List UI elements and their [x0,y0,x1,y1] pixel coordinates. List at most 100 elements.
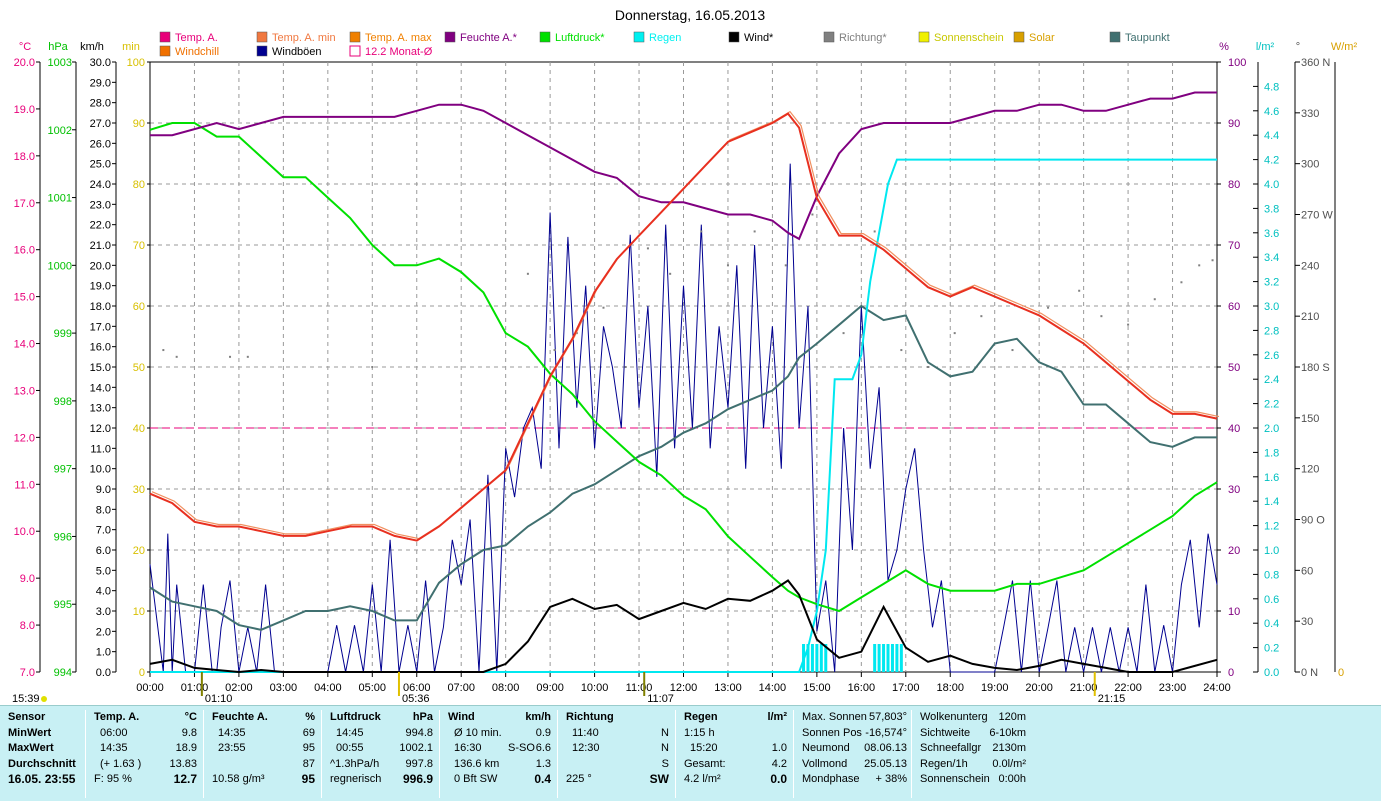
pressure-axis-label: 996 [54,531,72,543]
wind-axis-label: 21.0 [90,240,111,252]
rain-total-value: 4.2 [771,757,787,770]
direction-axis-label: 30 [1301,616,1313,628]
wind-axis-label: 8.0 [96,504,111,516]
temp-axis-label: 14.0 [14,339,35,351]
temp-max-value: 18.9 [175,742,197,754]
rain-intensity-bar [802,644,806,672]
series-point-direction [700,230,703,233]
x-tick-label: 10:00 [581,682,609,694]
axis-header-deg: ° [1296,41,1300,53]
humidity-current-value: 95 [301,772,315,786]
rain-max-value: 1.0 [771,742,787,754]
wind-axis-label: 18.0 [90,301,111,313]
series-point-direction [624,366,627,368]
weather-chart: Donnerstag, 16.05.2013 Temp. A. Temp. A. … [12,7,1358,705]
rain-axis-label: 3.0 [1264,301,1279,313]
rain-axis-label: 2.8 [1264,325,1279,337]
pressure-trend: ^1.3hPa/h [330,757,380,770]
temp-header: Temp. A. [94,711,140,723]
direction-min-value: N [661,726,669,739]
astro-label-0: Max. Sonnen [802,711,867,723]
humidity-unit: % [305,711,315,723]
pressure-max-time: 00:55 [336,742,364,754]
direction-max-time: 12:30 [572,742,600,754]
axis-headers: °C hPa km/h min% l/m² ° W/m² [19,41,1358,53]
cloud-label-1: Sichtweite [920,726,971,739]
wind-axis-label: 30.0 [90,57,111,69]
axis-header-temp: °C [19,41,31,53]
series-point-direction [669,272,672,275]
humidity-header: Feuchte A. [212,711,268,723]
cloud-value-4: 0:00h [998,773,1026,785]
legend-swatch [633,31,645,43]
cloud-label-0: Wolkenunterg [920,711,988,723]
sunset-label: 21:15 [1098,693,1126,705]
humidity-min-time: 14:35 [218,726,246,739]
wind-axis-label: 19.0 [90,281,111,293]
wind-axis-label: 15.0 [90,362,111,374]
rain-axis-label: 4.4 [1264,130,1279,142]
pressure-current-value: 996.9 [402,772,433,786]
x-tick-label: 21:00 [1070,682,1098,694]
series-line-taupunkt [149,304,1217,631]
humidity-axis-label: 90 [1228,118,1240,130]
x-tick-label: 15:00 [803,682,831,694]
humidity-max-value: 95 [302,742,315,754]
legend-swatch [918,31,930,43]
legend-label: Windchill [175,46,219,58]
series-point-direction [842,332,845,335]
pressure-axis-label: 1001 [48,193,72,205]
rain-intensity-bar [877,644,881,672]
astro-value-1: -16,574° [865,726,907,739]
legend-label: Temp. A. max [365,32,432,44]
sun-axis-label: 70 [133,240,145,252]
sun-axis-label: 100 [127,57,145,69]
chart-axes: 00:00 01:00 02:00 03:00 04:00 05:00 06:00 07:00… [14,57,1345,694]
rain-current-value: 0.0 [770,772,787,786]
direction-header: Richtung [566,711,614,723]
direction-axis-label: 240 [1301,260,1319,272]
pressure-axis-label: 998 [54,396,72,408]
astro-value-3: 25.05.13 [864,757,907,770]
wind-axis-label: 28.0 [90,98,111,110]
direction-axis-label: 150 [1301,413,1319,425]
humidity-absolute: 10.58 g/m³ [212,773,265,785]
series-point-direction [784,264,787,267]
x-tick-label: 18:00 [936,682,964,694]
wind-axis-label: 9.0 [96,484,111,496]
axis-header-pct: % [1219,41,1229,53]
chart-series [149,91,1220,674]
series-line-wind [149,579,1218,674]
temp-axis-label: 11.0 [14,479,35,491]
statistics-panel: Sensor MinWert MaxWert Durchschnitt 16.0… [0,705,1381,801]
rain-unit: l/m² [767,711,787,723]
sun-axis-label: 0 [139,667,145,679]
series-point-direction [900,349,903,352]
wind-axis-label: 27.0 [90,118,111,130]
rain-intensity-bar [824,644,828,672]
rain-max-time: 15:20 [690,742,718,754]
pressure-axis-label: 1000 [48,260,72,272]
legend-label: Temp. A. [175,32,218,44]
rain-axis-label: 1.8 [1264,447,1279,459]
humidity-axis-label: 0 [1228,667,1234,679]
x-tick-label: 09:00 [536,682,564,694]
wind-min-value: 0.9 [535,726,551,739]
wind-axis-label: 0.0 [96,667,111,679]
x-tick-label: 03:00 [270,682,298,694]
x-tick-label: 00:00 [136,682,164,694]
rain-intensity-bar [882,644,886,672]
legend-swatch [349,45,361,57]
temp-current-value: 12.7 [173,772,197,786]
rain-axis-label: 2.4 [1264,374,1279,386]
legend-label: 12.2 Monat-Ø [365,46,433,58]
rain-section: Regen l/m² 1:15 h 15:20 1.0 Gesamt: 4.2 4.2… [680,710,794,798]
chart-title: Donnerstag, 16.05.2013 [615,7,765,23]
humidity-axis-label: 80 [1228,179,1240,191]
wind-axis-label: 1.0 [96,647,111,659]
sensor-section: Sensor MinWert MaxWert Durchschnitt 16.0… [6,710,86,798]
legend-swatch [256,31,268,43]
wind-header: Wind [448,711,475,723]
x-tick-label: 05:00 [359,682,387,694]
rain-axis-label: 1.6 [1264,472,1279,484]
